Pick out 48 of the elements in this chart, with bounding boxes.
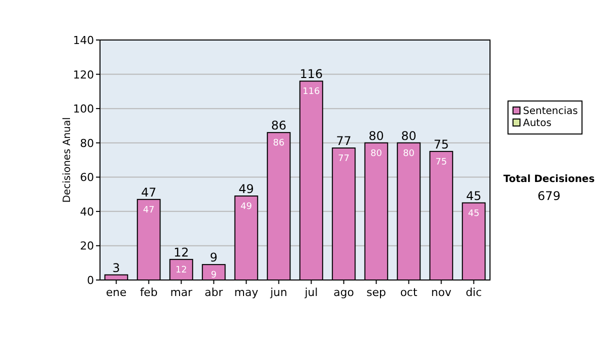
x-tick-label: abr: [204, 286, 224, 299]
total-label: 49: [238, 182, 254, 196]
y-axis-title: Decisiones Anual: [62, 117, 73, 203]
data-label: 12: [176, 265, 187, 276]
data-label: 77: [338, 154, 350, 164]
y-tick-label: 60: [80, 171, 94, 184]
total-label: 116: [300, 67, 323, 82]
data-label: 49: [240, 202, 252, 212]
total-label: 80: [401, 128, 416, 143]
total-label: 45: [466, 188, 482, 203]
data-label: 47: [143, 205, 154, 216]
data-label: 116: [302, 87, 320, 98]
legend-label: Autos: [523, 118, 552, 129]
data-label: 75: [436, 157, 447, 168]
y-tick-label: 120: [73, 68, 94, 82]
total-label: 47: [141, 185, 156, 200]
total-label: 9: [210, 250, 218, 265]
total-label: 80: [368, 128, 384, 143]
x-tick-label: nov: [431, 286, 452, 299]
x-tick-label: ene: [106, 286, 127, 299]
x-tick-label: oct: [400, 286, 418, 299]
total-label: 75: [434, 137, 449, 152]
data-label: 80: [370, 148, 382, 159]
y-tick-label: 80: [80, 136, 94, 150]
y-tick-label: 100: [73, 102, 94, 116]
x-tick-label: dic: [466, 286, 482, 299]
x-tick-label: may: [234, 286, 259, 299]
total-label: 86: [271, 118, 286, 133]
x-tick-label: ago: [334, 286, 354, 299]
x-tick-label: mar: [170, 286, 193, 299]
data-label: 86: [273, 138, 285, 149]
data-label: 80: [403, 148, 415, 159]
x-tick-label: sep: [366, 286, 386, 299]
total-label: 77: [336, 134, 352, 148]
y-tick-label: 40: [80, 205, 94, 218]
text: 679: [538, 189, 560, 203]
y-tick-label: 140: [73, 34, 94, 47]
x-tick-label: jul: [304, 286, 318, 299]
y-tick-label: 20: [80, 240, 94, 253]
y-tick-label: 0: [87, 274, 94, 287]
x-tick-label: jun: [269, 286, 288, 299]
data-label: 9: [210, 270, 217, 281]
legend-label: Sentencias: [523, 106, 578, 117]
data-label: 45: [468, 208, 480, 219]
x-tick-label: feb: [140, 286, 158, 299]
text: Total Decisiones: [503, 174, 595, 185]
total-label: 3: [112, 260, 120, 275]
total-label: 12: [174, 245, 189, 260]
